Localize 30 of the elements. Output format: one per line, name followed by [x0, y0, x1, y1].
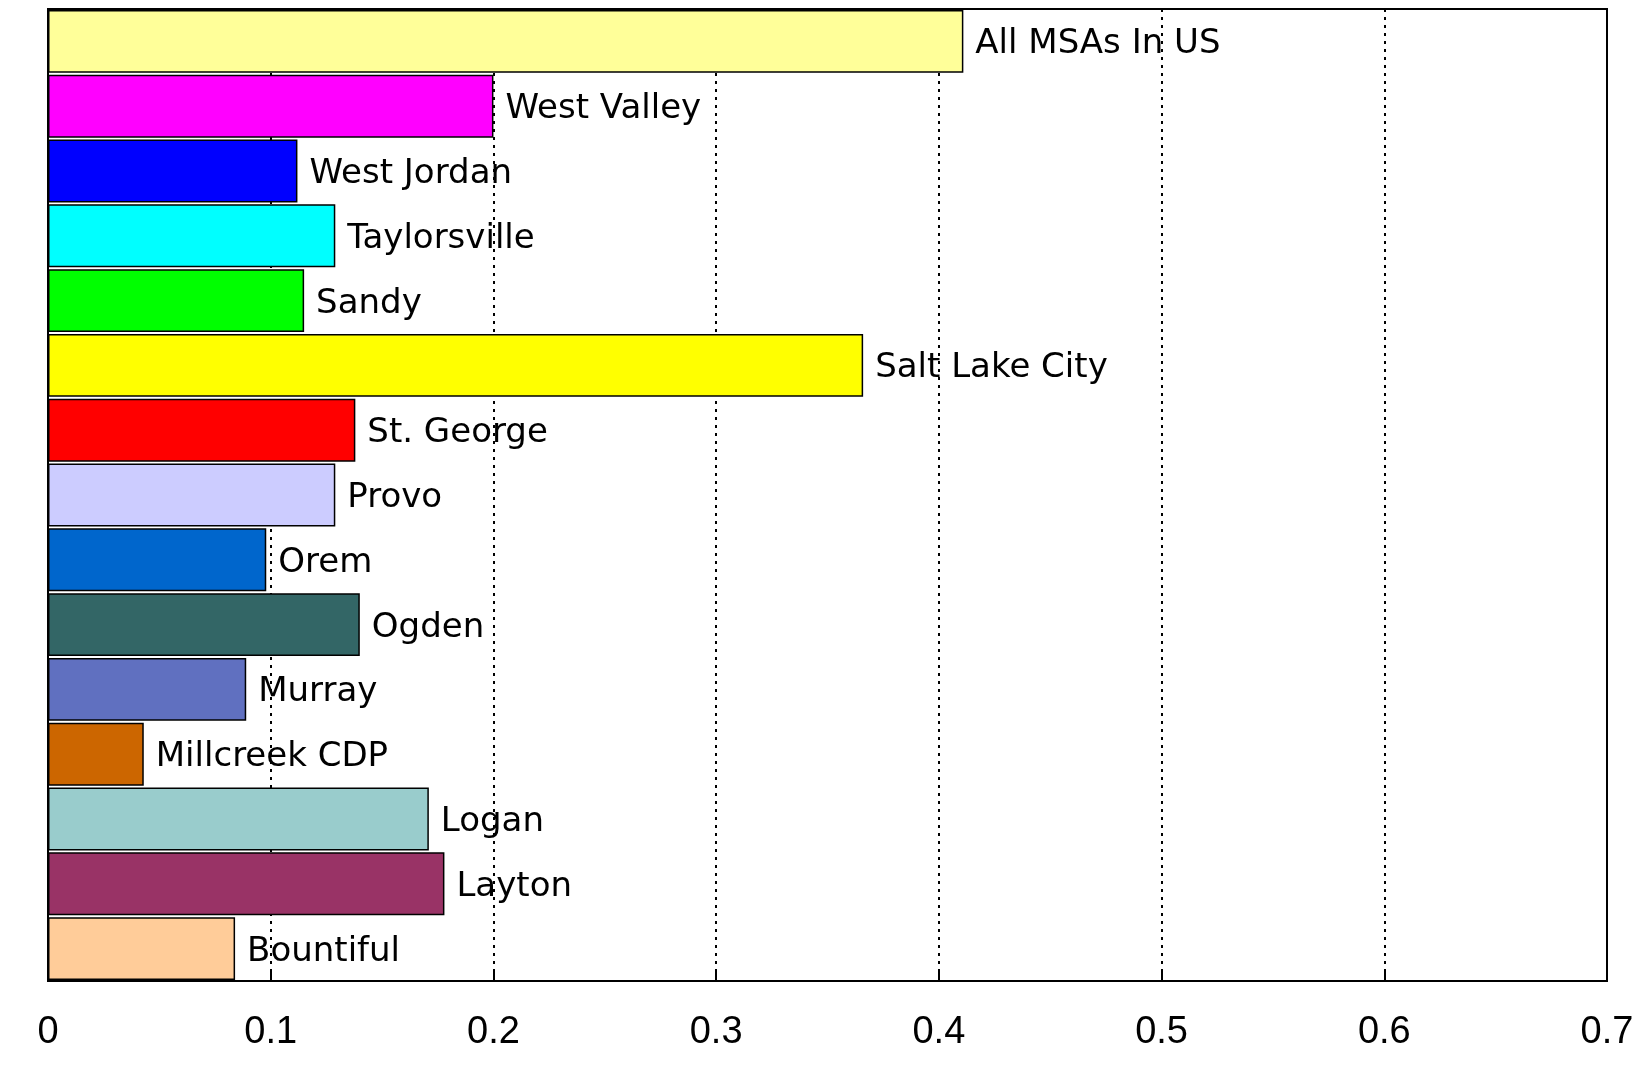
x-tick-label: 0.2 [467, 1009, 520, 1051]
x-tick-label: 0.3 [689, 1009, 743, 1051]
x-tick-label: 0.7 [1580, 1009, 1634, 1051]
bar [48, 917, 236, 981]
y-tick-label: Logan [440, 799, 544, 839]
y-tick-label: All MSAs In US [975, 21, 1221, 62]
y-tick-label: Murray [258, 669, 378, 710]
x-tick-label: 0.5 [1135, 1009, 1188, 1051]
bar [48, 333, 864, 397]
y-tick-label: West Jordan [309, 151, 513, 191]
y-tick-label: Millcreek CDP [155, 734, 389, 775]
bar [48, 463, 336, 527]
y-tick-label: Bountiful [247, 928, 401, 969]
bar [48, 398, 356, 462]
x-tick-label: 0.6 [1357, 1009, 1411, 1051]
y-tick-label: Provo [347, 475, 443, 515]
y-tick-label: West Valley [505, 86, 702, 127]
x-tick-label: 0.4 [912, 1009, 966, 1051]
y-tick-label: Layton [456, 863, 573, 904]
y-tick-label: Taylorsville [346, 215, 535, 256]
y-tick-label: Sandy [316, 280, 422, 321]
y-tick-label: St. George [367, 410, 548, 451]
bar [48, 657, 247, 721]
x-tick-label: 0 [37, 1009, 59, 1051]
bar [48, 722, 144, 786]
y-tick-label: Salt Lake City [875, 345, 1108, 386]
y-tick-label: Ogden [371, 604, 485, 645]
y-tick-label: Orem [278, 539, 373, 580]
x-tick-label: 0.1 [244, 1009, 298, 1051]
bar [48, 528, 267, 592]
